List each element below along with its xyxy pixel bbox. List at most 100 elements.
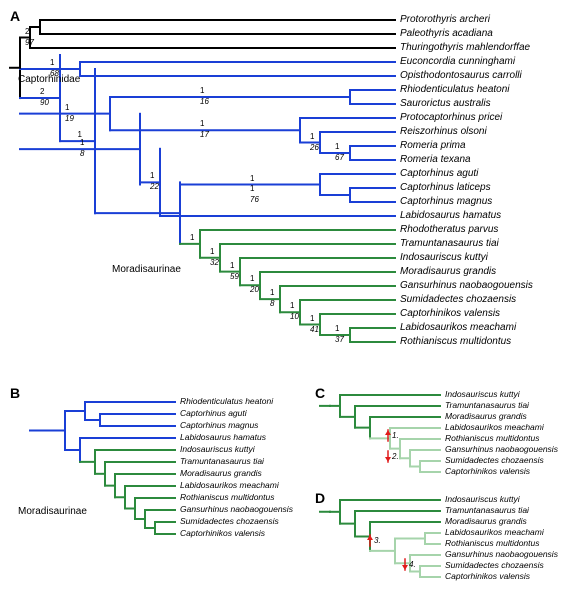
taxon-A-9: Romeria prima — [400, 140, 466, 151]
taxon-D-2: Moradisaurus grandis — [445, 516, 527, 526]
taxon-B-7: Labidosaurikos meachami — [180, 480, 279, 490]
taxon-B-5: Tramuntanasaurus tiai — [180, 456, 264, 466]
support-top: 1 — [200, 119, 204, 128]
taxon-C-0: Indosauriscus kuttyi — [445, 389, 520, 399]
panel-label-A: A — [10, 8, 20, 24]
support-top: 1 — [335, 142, 339, 151]
taxon-B-4: Indosauriscus kuttyi — [180, 444, 255, 454]
taxon-D-3: Labidosaurikos meachami — [445, 527, 544, 537]
support-top: 1 — [50, 58, 54, 67]
support-bot: 97 — [25, 38, 34, 47]
support-top: 1 — [200, 86, 204, 95]
taxon-B-11: Captorhinikos valensis — [180, 528, 265, 538]
panel-label-D: D — [315, 490, 325, 506]
taxon-D-4: Rothianiscus multidontus — [445, 538, 540, 548]
clade-label-moradisaurinae_A: Moradisaurinae — [112, 264, 181, 275]
taxon-C-1: Tramuntanasaurus tiai — [445, 400, 529, 410]
taxon-B-6: Moradisaurus grandis — [180, 468, 262, 478]
panel-label-B: B — [10, 385, 20, 401]
taxon-C-4: Rothianiscus multidontus — [445, 433, 540, 443]
taxon-B-2: Captorhinus magnus — [180, 420, 258, 430]
support-bot: 59 — [230, 272, 239, 281]
support-top: 1 — [310, 132, 314, 141]
taxon-C-2: Moradisaurus grandis — [445, 411, 527, 421]
taxon-B-1: Captorhinus aguti — [180, 408, 247, 418]
support-top: 1 — [190, 233, 194, 242]
taxon-A-1: Paleothyris acadiana — [400, 28, 493, 39]
taxon-A-11: Captorhinus aguti — [400, 168, 478, 179]
support-bot: 19 — [65, 114, 74, 123]
taxon-A-16: Tramuntanasaurus tiai — [400, 238, 499, 249]
support-bot: 17 — [200, 130, 209, 139]
support-bot: 37 — [335, 335, 344, 344]
taxon-A-8: Reiszorhinus olsoni — [400, 126, 487, 137]
taxon-A-4: Opisthodontosaurus carrolli — [400, 70, 522, 81]
figure-container: ABCDCaptorhinidaeMoradisaurinaeMoradisau… — [0, 0, 569, 600]
support-bot: 68 — [50, 69, 59, 78]
taxon-A-18: Moradisaurus grandis — [400, 266, 496, 277]
support-bot: 16 — [200, 97, 209, 106]
taxon-A-15: Rhodotheratus parvus — [400, 224, 498, 235]
taxon-A-17: Indosauriscus kuttyi — [400, 252, 488, 263]
taxon-A-0: Protorothyris archeri — [400, 14, 490, 25]
taxon-C-7: Captorhinikos valensis — [445, 466, 530, 476]
arrow-label-1: 2. — [392, 452, 399, 461]
taxon-B-3: Labidosaurus hamatus — [180, 432, 266, 442]
taxon-A-7: Protocaptorhinus pricei — [400, 112, 502, 123]
arrow-label-0: 1. — [392, 431, 399, 440]
arrow-label-3: 4. — [409, 560, 416, 569]
taxon-A-6: Saurorictus australis — [400, 98, 491, 109]
support-top: 1 — [80, 138, 84, 147]
taxon-A-2: Thuringothyris mahlendorffae — [400, 42, 530, 53]
taxon-A-12: Captorhinus laticeps — [400, 182, 491, 193]
taxon-D-1: Tramuntanasaurus tiai — [445, 505, 529, 515]
support-top: 1 — [310, 314, 314, 323]
support-top: 1 — [250, 184, 254, 193]
taxon-A-13: Captorhinus magnus — [400, 196, 492, 207]
support-bot: 76 — [250, 195, 259, 204]
taxon-A-20: Sumidadectes chozaensis — [400, 294, 516, 305]
taxon-A-3: Euconcordia cunninghami — [400, 56, 515, 67]
taxon-B-8: Rothianiscus multidontus — [180, 492, 275, 502]
taxon-A-5: Rhiodenticulatus heatoni — [400, 84, 510, 95]
taxon-A-23: Rothianiscus multidontus — [400, 336, 511, 347]
taxon-B-10: Sumidadectes chozaensis — [180, 516, 279, 526]
taxon-A-19: Gansurhinus naobaogouensis — [400, 280, 533, 291]
support-bot: 8 — [80, 149, 84, 158]
support-top: 2 — [25, 27, 29, 36]
taxon-A-10: Romeria texana — [400, 154, 471, 165]
support-top: 1 — [290, 301, 294, 310]
support-top: 1 — [250, 174, 254, 183]
support-bot: 67 — [335, 153, 344, 162]
taxon-B-9: Gansurhinus naobaogouensis — [180, 504, 293, 514]
taxon-D-0: Indosauriscus kuttyi — [445, 494, 520, 504]
support-bot: 8 — [270, 299, 274, 308]
taxon-D-6: Sumidadectes chozaensis — [445, 560, 544, 570]
taxon-A-22: Labidosaurikos meachami — [400, 322, 516, 333]
support-top: 1 — [210, 247, 214, 256]
taxon-C-3: Labidosaurikos meachami — [445, 422, 544, 432]
support-bot: 90 — [40, 98, 49, 107]
support-bot: 20 — [250, 285, 259, 294]
support-top: 1 — [250, 274, 254, 283]
support-bot: 26 — [310, 143, 319, 152]
support-bot: 32 — [210, 258, 219, 267]
support-top: 1 — [78, 130, 82, 139]
support-top: 1 — [335, 324, 339, 333]
support-top: 1 — [150, 171, 154, 180]
support-bot: 41 — [310, 325, 319, 334]
support-bot: 10 — [290, 312, 299, 321]
taxon-A-21: Captorhinikos valensis — [400, 308, 500, 319]
arrow-label-2: 3. — [374, 536, 381, 545]
taxon-D-5: Gansurhinus naobaogouensis — [445, 549, 558, 559]
support-top: 1 — [65, 103, 69, 112]
taxon-C-5: Gansurhinus naobaogouensis — [445, 444, 558, 454]
clade-label-moradisaurinae_B: Moradisaurinae — [18, 506, 87, 517]
support-top: 1 — [270, 288, 274, 297]
taxon-B-0: Rhiodenticulatus heatoni — [180, 396, 273, 406]
panel-label-C: C — [315, 385, 325, 401]
taxon-D-7: Captorhinikos valensis — [445, 571, 530, 581]
taxon-A-14: Labidosaurus hamatus — [400, 210, 501, 221]
taxon-C-6: Sumidadectes chozaensis — [445, 455, 544, 465]
support-top: 2 — [40, 87, 44, 96]
